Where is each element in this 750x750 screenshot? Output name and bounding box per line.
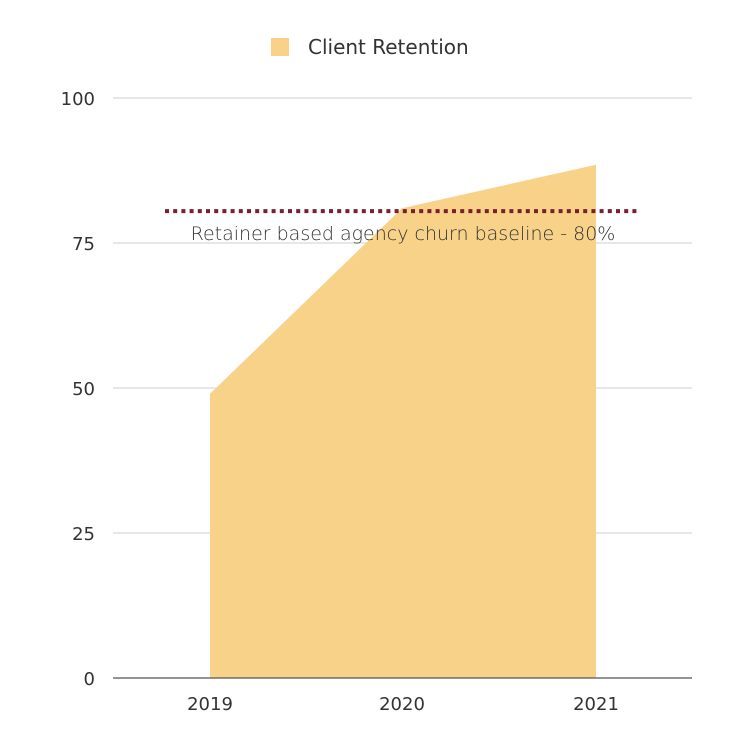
x-tick-label-2021: 2021 [573,694,619,715]
y-tick-label-100: 100 [61,89,95,110]
legend: Client Retention [271,35,469,59]
axis-layer: 0 25 50 75 100 2019 2020 2021 [61,89,692,715]
x-tick-label-2020: 2020 [379,694,425,715]
y-tick-label-25: 25 [72,524,95,545]
legend-swatch-client-retention [271,38,289,56]
legend-label-client-retention: Client Retention [308,35,469,59]
area-layer [209,164,597,678]
baseline-label: Retainer based agency churn baseline - 8… [191,223,616,245]
area-series-client-retention [210,164,596,678]
annotation-layer: Retainer based agency churn baseline - 8… [165,209,640,245]
y-tick-label-75: 75 [72,234,95,255]
y-tick-label-50: 50 [72,379,95,400]
y-tick-label-0: 0 [84,669,95,690]
x-tick-label-2019: 2019 [187,694,233,715]
